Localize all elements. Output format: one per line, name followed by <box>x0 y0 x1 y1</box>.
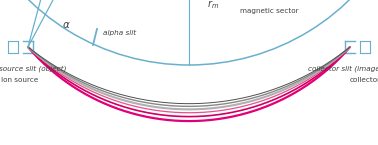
Text: Ion source: Ion source <box>1 77 39 83</box>
Text: collector: collector <box>349 77 378 83</box>
Text: $\alpha$: $\alpha$ <box>62 20 70 30</box>
Text: alpha slit: alpha slit <box>103 30 136 36</box>
Text: $r_m$: $r_m$ <box>207 0 219 11</box>
Text: collector slit (image): collector slit (image) <box>308 65 378 72</box>
Text: source slit (object): source slit (object) <box>0 65 67 72</box>
Text: magnetic sector: magnetic sector <box>240 8 298 14</box>
